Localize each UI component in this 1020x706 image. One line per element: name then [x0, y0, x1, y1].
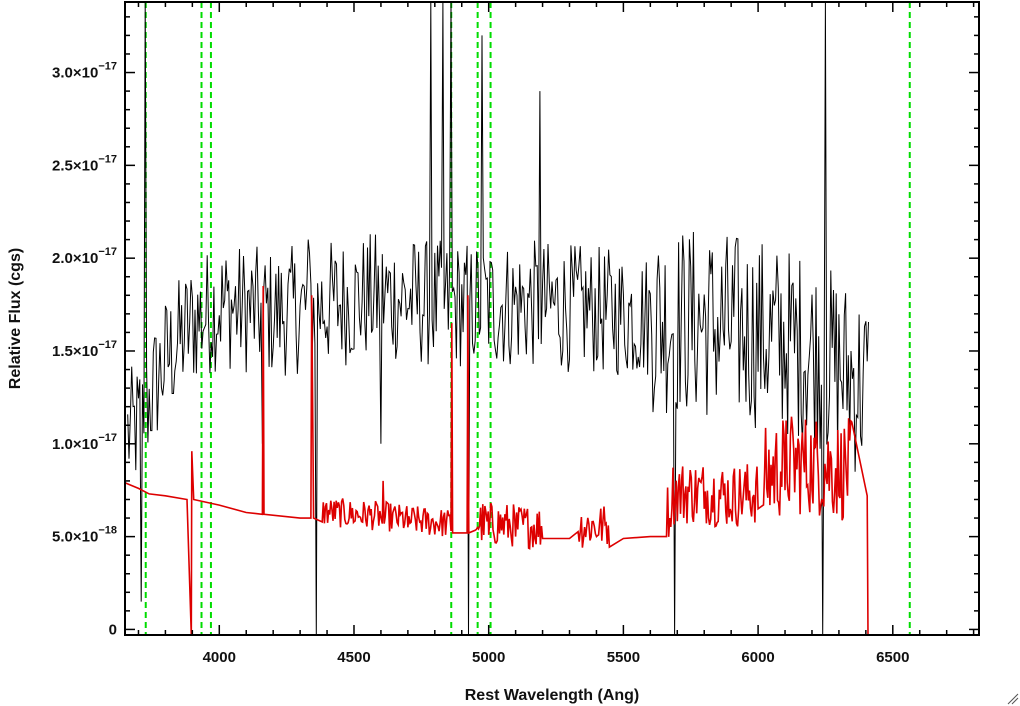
x-tick-label: 6000	[741, 649, 774, 666]
y-tick-labels: 0 5.0×10−18 1.0×10−17 1.5×10−17 2.0×10−17 2.5…	[52, 61, 117, 639]
x-tick-label: 4500	[337, 649, 370, 666]
y-tick-label: 1.5×10−17	[52, 339, 117, 360]
y-tick-label: 2.0×10−17	[52, 246, 117, 267]
series-layer	[124, 1, 979, 636]
x-axis-title: Rest Wavelength (Ang)	[465, 687, 640, 704]
y-tick-label: 2.5×10−17	[52, 153, 117, 174]
model-line	[124, 285, 979, 636]
x-tick-label: 5500	[607, 649, 640, 666]
y-tick-label: 3.0×10−17	[52, 61, 117, 82]
x-tick-label: 5000	[472, 649, 505, 666]
resize-grip-icon[interactable]	[1007, 693, 1019, 705]
y-axis-title: Relative Flux (cgs)	[7, 248, 24, 389]
x-tick-label: 4000	[203, 649, 236, 666]
y-tick-label: 0	[109, 621, 117, 638]
spectrum-line	[127, 1, 869, 636]
y-tick-label: 1.0×10−17	[52, 432, 117, 453]
axis-ticks	[125, 2, 979, 635]
x-tick-label: 6500	[876, 649, 909, 666]
y-tick-label: 5.0×10−18	[52, 525, 117, 546]
x-tick-labels: 4000 4500 5000 5500 6000 6500	[203, 649, 910, 666]
plot-frame	[124, 1, 980, 636]
